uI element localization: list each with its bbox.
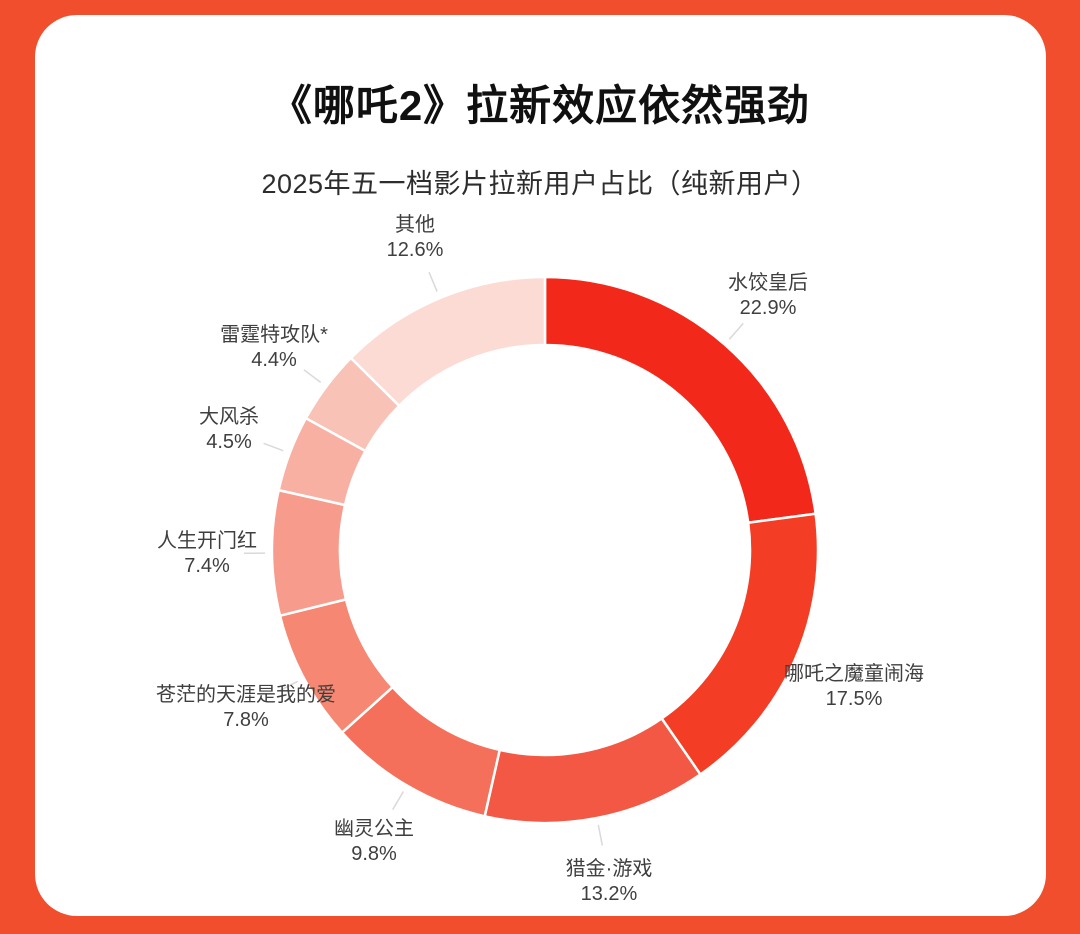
slice-label-value: 9.8%	[351, 843, 397, 865]
slice-label-name: 大风杀	[199, 406, 259, 428]
slice-label-value: 4.5%	[206, 431, 252, 453]
slice-label-name: 水饺皇后	[728, 272, 808, 294]
slice-label-name: 苍茫的天涯是我的爱	[156, 684, 336, 706]
label-leader-tick	[800, 662, 821, 673]
label-leader-tick	[303, 369, 322, 383]
slice-label-value: 7.4%	[184, 555, 230, 577]
slice-label-name: 猎金·游戏	[565, 858, 653, 880]
slice-label-name: 幽灵公主	[334, 818, 414, 840]
slice-label-name: 哪吒之魔童闹海	[784, 663, 924, 685]
slice-label-value: 4.4%	[251, 349, 297, 371]
donut-slice	[660, 512, 820, 776]
donut-slice	[349, 275, 547, 408]
slice-label: 大风杀 4.5%	[199, 405, 259, 455]
donut-slice	[270, 488, 348, 617]
slice-label-value: 7.8%	[223, 709, 269, 731]
slice-label: 水饺皇后 22.9%	[728, 271, 808, 321]
slice-label: 雷霆特攻队* 4.4%	[220, 323, 328, 373]
label-leader-tick	[278, 680, 299, 692]
slice-label-value: 22.9%	[739, 297, 797, 319]
slice-label-name: 人生开门红	[157, 530, 257, 552]
slice-label: 苍茫的天涯是我的爱 7.8%	[156, 683, 336, 733]
slice-label: 猎金·游戏 13.2%	[566, 857, 653, 907]
label-leader-tick	[392, 791, 405, 810]
label-leader-tick	[428, 271, 438, 292]
donut-slice	[483, 717, 702, 825]
slice-label: 其他 12.6%	[387, 213, 444, 263]
chart-title: 《哪吒2》拉新效应依然强劲	[269, 82, 811, 129]
slice-label: 人生开门红 7.4%	[157, 529, 257, 579]
chart-subtitle: 2025年五一档影片拉新用户占比（纯新用户）	[261, 169, 819, 199]
slice-label-name: 其他	[395, 214, 435, 236]
label-leader-tick	[597, 824, 604, 846]
slice-label-value: 13.2%	[580, 883, 638, 905]
slice-label: 哪吒之魔童闹海 17.5%	[784, 662, 924, 712]
label-leader-tick	[263, 442, 284, 452]
slice-label-value: 12.6%	[386, 239, 444, 261]
label-leader-tick	[728, 322, 744, 340]
slice-label: 幽灵公主 9.8%	[334, 817, 414, 867]
slice-label-value: 17.5%	[825, 688, 883, 710]
slice-label-name: 雷霆特攻队*	[220, 324, 328, 346]
